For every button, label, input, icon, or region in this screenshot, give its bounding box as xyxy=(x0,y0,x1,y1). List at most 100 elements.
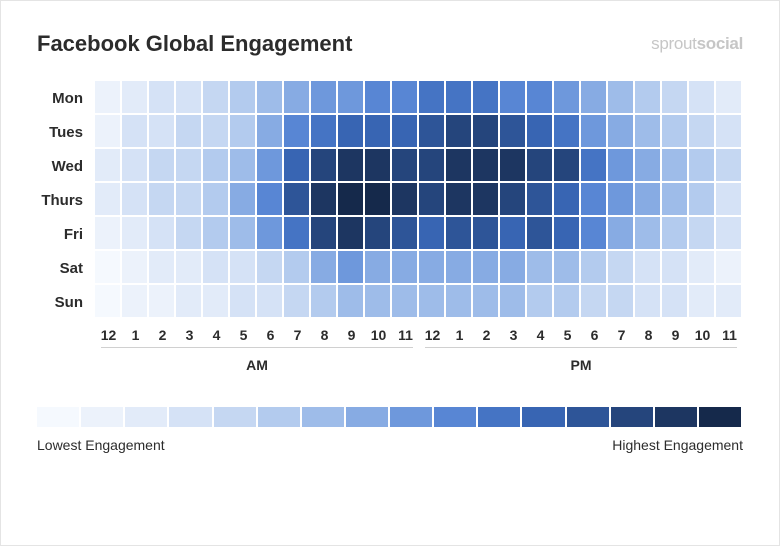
legend-color-cell xyxy=(258,407,302,427)
heatmap-cell xyxy=(176,285,203,319)
heatmap-cell xyxy=(311,285,338,319)
heatmap-cell xyxy=(122,149,149,183)
heatmap-cell xyxy=(419,81,446,115)
x-axis-label: 4 xyxy=(527,327,554,343)
heatmap-cell xyxy=(122,217,149,251)
heatmap-cell xyxy=(95,115,122,149)
heatmap-cell xyxy=(581,285,608,319)
heatmap-cell xyxy=(608,81,635,115)
heatmap-cell xyxy=(635,251,662,285)
heatmap-cell xyxy=(257,217,284,251)
heatmap-cell xyxy=(608,183,635,217)
heatmap-cell xyxy=(446,149,473,183)
heatmap-cell xyxy=(95,149,122,183)
x-axis-label: 10 xyxy=(365,327,392,343)
heatmap-cell xyxy=(257,115,284,149)
x-axis-label: 12 xyxy=(419,327,446,343)
heatmap-cell xyxy=(608,217,635,251)
y-axis-label: Sat xyxy=(37,251,83,285)
heatmap-cell xyxy=(122,251,149,285)
y-axis-label: Wed xyxy=(37,149,83,183)
legend-color-cell xyxy=(478,407,522,427)
heatmap-grid xyxy=(95,81,743,319)
heatmap-cell xyxy=(149,149,176,183)
heatmap-cell xyxy=(392,81,419,115)
heatmap-cell xyxy=(419,149,446,183)
y-axis-label: Tues xyxy=(37,115,83,149)
x-axis-label: 3 xyxy=(500,327,527,343)
legend-high-label: Highest Engagement xyxy=(612,437,743,453)
heatmap-cell xyxy=(203,149,230,183)
heatmap-cell xyxy=(257,183,284,217)
x-axis-label: 6 xyxy=(581,327,608,343)
heatmap-cell xyxy=(257,285,284,319)
heatmap-cell xyxy=(311,183,338,217)
heatmap-cell xyxy=(500,81,527,115)
heatmap-cell xyxy=(500,285,527,319)
x-axis-label: 11 xyxy=(716,327,743,343)
heatmap-cell xyxy=(716,81,743,115)
logo-light: sprout xyxy=(651,34,696,53)
heatmap-cell xyxy=(527,217,554,251)
heatmap-cell xyxy=(284,115,311,149)
heatmap-cell xyxy=(284,285,311,319)
heatmap-cell xyxy=(365,149,392,183)
heatmap-cell xyxy=(446,285,473,319)
heatmap-cell xyxy=(311,149,338,183)
heatmap-cell xyxy=(176,217,203,251)
period-pm: PM xyxy=(419,347,743,375)
heatmap-cell xyxy=(473,251,500,285)
heatmap-cell xyxy=(608,285,635,319)
x-axis-label: 9 xyxy=(338,327,365,343)
heatmap-cell xyxy=(365,285,392,319)
y-axis-label: Thurs xyxy=(37,183,83,217)
x-axis-label: 7 xyxy=(608,327,635,343)
heatmap-row xyxy=(95,81,743,115)
heatmap-cell xyxy=(527,115,554,149)
heatmap-cell xyxy=(95,285,122,319)
heatmap-cell xyxy=(230,149,257,183)
heatmap-cell xyxy=(446,183,473,217)
heatmap-cell xyxy=(257,251,284,285)
heatmap-cell xyxy=(662,149,689,183)
heatmap-chart: MonTuesWedThursFriSatSun xyxy=(37,81,743,319)
x-axis-label: 2 xyxy=(149,327,176,343)
legend-color-cell xyxy=(302,407,346,427)
chart-card: Facebook Global Engagement sproutsocial … xyxy=(0,0,780,546)
heatmap-row xyxy=(95,285,743,319)
heatmap-cell xyxy=(311,115,338,149)
heatmap-cell xyxy=(716,149,743,183)
heatmap-cell xyxy=(122,115,149,149)
heatmap-cell xyxy=(500,183,527,217)
heatmap-cell xyxy=(716,183,743,217)
heatmap-cell xyxy=(392,217,419,251)
heatmap-cell xyxy=(284,149,311,183)
heatmap-cell xyxy=(581,81,608,115)
heatmap-cell xyxy=(635,81,662,115)
heatmap-cell xyxy=(500,149,527,183)
heatmap-cell xyxy=(203,81,230,115)
y-axis-label: Mon xyxy=(37,81,83,115)
x-axis-label: 8 xyxy=(311,327,338,343)
heatmap-cell xyxy=(365,183,392,217)
heatmap-cell xyxy=(419,183,446,217)
heatmap-cell xyxy=(95,217,122,251)
heatmap-cell xyxy=(419,285,446,319)
heatmap-cell xyxy=(392,183,419,217)
heatmap-cell xyxy=(419,251,446,285)
heatmap-cell xyxy=(149,81,176,115)
heatmap-cell xyxy=(689,115,716,149)
legend-color-cell xyxy=(434,407,478,427)
legend-color-bar xyxy=(37,407,743,427)
heatmap-cell xyxy=(608,115,635,149)
x-axis-label: 11 xyxy=(392,327,419,343)
heatmap-cell xyxy=(149,183,176,217)
heatmap-cell xyxy=(554,149,581,183)
heatmap-cell xyxy=(392,251,419,285)
heatmap-cell xyxy=(176,183,203,217)
heatmap-cell xyxy=(446,251,473,285)
heatmap-cell xyxy=(527,149,554,183)
heatmap-cell xyxy=(662,81,689,115)
heatmap-cell xyxy=(473,115,500,149)
heatmap-cell xyxy=(284,183,311,217)
